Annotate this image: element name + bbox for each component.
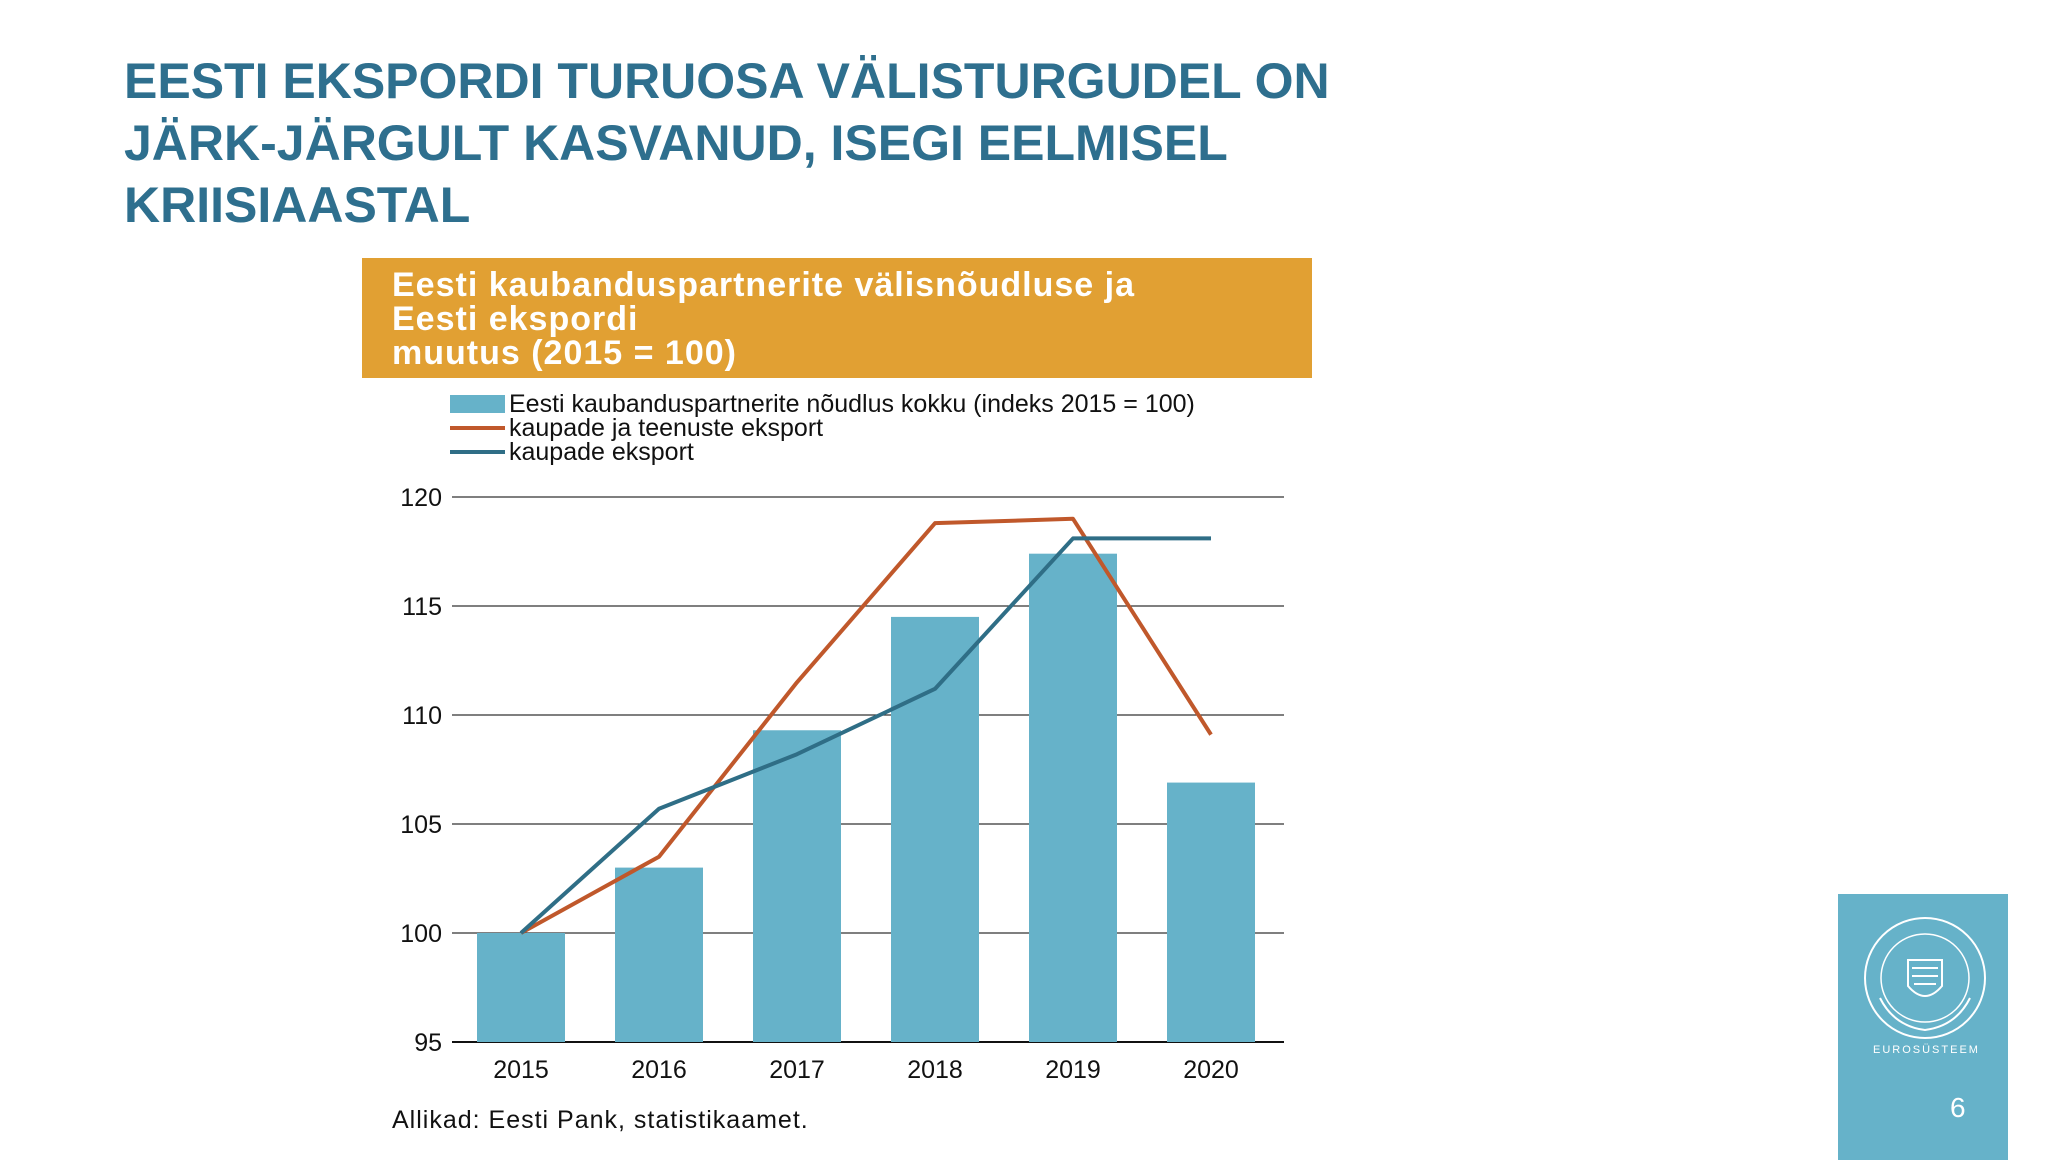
bar [1167, 782, 1255, 1042]
legend-swatch-bar [450, 395, 505, 413]
legend-label: kaupade eksport [509, 438, 694, 466]
legend-item-goods-services: kaupade ja teenuste eksport [450, 414, 1350, 442]
bar [615, 867, 703, 1042]
x-tick-label: 2020 [1183, 1056, 1239, 1084]
series-line-goods [519, 536, 1211, 935]
slide-title-line: KRIISIAASTAL [124, 177, 471, 233]
legend-item-goods: kaupade eksport [450, 438, 1350, 466]
y-tick-label: 105 [400, 811, 442, 839]
series-line-goods-services [520, 516, 1213, 935]
chart-title-line: Eesti ekspordi [392, 300, 639, 338]
y-tick-label: 115 [402, 593, 442, 621]
x-tick-label: 2018 [907, 1056, 963, 1084]
y-tick-label: 100 [400, 920, 442, 948]
eesti-pank-logo [1864, 917, 1986, 1039]
chart-title-line: muutus (2015 = 100) [392, 334, 737, 372]
chart-title-line: Eesti kaubanduspartnerite välisnõudluse … [392, 266, 1135, 304]
page-number: 6 [1950, 1092, 1966, 1123]
bar [1029, 553, 1117, 1042]
brand-subtitle: EUROSÜSTEEM [1873, 1044, 1980, 1056]
legend-label: Eesti kaubanduspartnerite nõudlus kokku … [509, 390, 1195, 418]
brand-panel: EUROSÜSTEEM [1838, 894, 2008, 1160]
y-tick-label: 110 [402, 702, 442, 730]
slide-title-line: JÄRK-JÄRGULT KASVANUD, ISEGI EELMISEL [124, 115, 1228, 171]
y-tick-label: 95 [414, 1029, 442, 1057]
x-tick-label: 2015 [493, 1056, 549, 1084]
legend-swatch-line [450, 450, 505, 454]
x-tick-label: 2016 [631, 1056, 687, 1084]
bar [753, 730, 841, 1042]
chart-legend: Eesti kaubanduspartnerite nõudlus kokku … [450, 390, 1350, 466]
slide-title: EESTI EKSPORDI TURUOSA VÄLISTURGUDEL ON … [124, 50, 1424, 236]
x-tick-label: 2019 [1045, 1056, 1101, 1084]
chart-title-banner: Eesti kaubanduspartnerite välisnõudluse … [362, 258, 1312, 378]
slide-title-line: EESTI EKSPORDI TURUOSA VÄLISTURGUDEL ON [124, 53, 1330, 109]
legend-swatch-line [450, 426, 505, 430]
x-tick-label: 2017 [769, 1056, 825, 1084]
legend-label: kaupade ja teenuste eksport [509, 414, 824, 442]
y-tick-label: 120 [400, 484, 442, 512]
source-note: Allikad: Eesti Pank, statistikaamet. [392, 1106, 809, 1134]
legend-item-demand: Eesti kaubanduspartnerite nõudlus kokku … [450, 390, 1350, 418]
bar [477, 933, 565, 1042]
bar [891, 616, 979, 1042]
